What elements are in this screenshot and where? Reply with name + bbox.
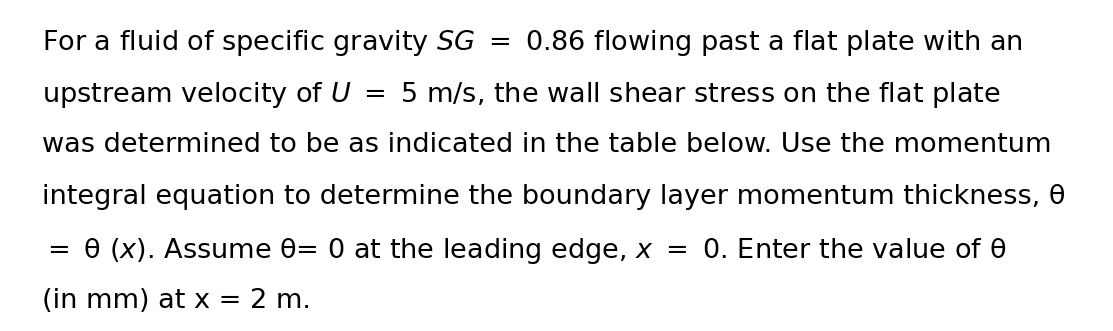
Text: For a fluid of specific gravity $SG$ $=$ 0.86 flowing past a flat plate with an: For a fluid of specific gravity $SG$ $=$…: [42, 28, 1023, 58]
Text: $=$ θ ($x$). Assume θ= 0 at the leading edge, $x$ $=$ 0. Enter the value of θ: $=$ θ ($x$). Assume θ= 0 at the leading …: [42, 236, 1006, 266]
Text: integral equation to determine the boundary layer momentum thickness, θ: integral equation to determine the bound…: [42, 184, 1065, 210]
Text: (in mm) at x = 2 m.: (in mm) at x = 2 m.: [42, 288, 311, 314]
Text: upstream velocity of $U$ $=$ 5 m/s, the wall shear stress on the flat plate: upstream velocity of $U$ $=$ 5 m/s, the …: [42, 80, 1001, 110]
Text: was determined to be as indicated in the table below. Use the momentum: was determined to be as indicated in the…: [42, 132, 1052, 158]
